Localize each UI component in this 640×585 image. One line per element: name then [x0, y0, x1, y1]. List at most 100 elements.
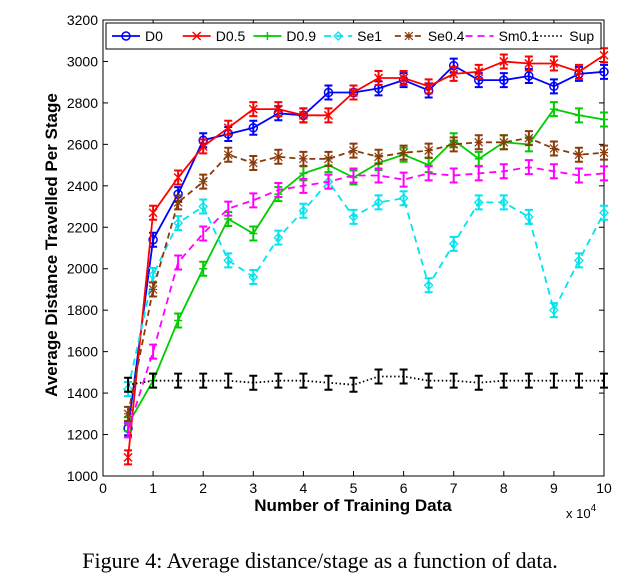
data-point: [298, 154, 308, 164]
error-bar: [549, 163, 558, 180]
x-tick-label: 5: [350, 480, 358, 496]
error-bar: [224, 200, 233, 217]
error-bar: [399, 368, 408, 385]
legend-marker: [121, 31, 131, 41]
data-point: [249, 229, 258, 238]
plot-area: 0 1 2 3 4 5 6 7 8 9 10 1000 1200 1400 1600 1800 2000 2200…: [67, 12, 612, 496]
y-tick-label: 3200: [67, 12, 98, 28]
data-point: [449, 139, 459, 149]
data-point: [548, 305, 559, 316]
data-point: [549, 81, 559, 92]
error-bar: [274, 181, 283, 198]
data-point: [499, 56, 509, 66]
y-tick-label: 1000: [67, 468, 98, 484]
error-bar: [174, 254, 183, 271]
data-point: [448, 238, 459, 249]
legend-label: Se1: [357, 28, 382, 44]
error-bar: [524, 372, 533, 389]
data-point: [223, 255, 234, 266]
error-bar: [449, 372, 458, 389]
data-point: [248, 123, 259, 133]
error-bar: [249, 192, 258, 209]
data-point: [574, 255, 584, 266]
series-line-Se1: [127, 180, 605, 390]
x-tick-label: 10: [596, 480, 612, 496]
data-point: [198, 201, 209, 212]
data-point: [374, 152, 383, 162]
error-bar: [349, 167, 358, 184]
error-bar: [299, 372, 308, 389]
error-bar: [274, 372, 283, 389]
data-point: [599, 207, 609, 218]
data-point: [298, 205, 309, 216]
data-point: [173, 197, 183, 207]
error-bar: [224, 372, 233, 389]
data-point: [148, 270, 159, 280]
data-point: [499, 75, 509, 85]
data-point: [373, 197, 384, 208]
legend-marker: [192, 31, 202, 41]
legend-label: D0.9: [286, 28, 316, 44]
y-axis-label: Average Distance Travelled Per Stage: [42, 93, 61, 397]
series-line-Sm0.1: [127, 166, 605, 431]
error-bar: [399, 171, 408, 188]
error-bar: [249, 374, 258, 391]
data-point: [549, 105, 558, 114]
legend-marker: [333, 31, 344, 41]
x-axis-label: Number of Training Data: [254, 496, 452, 515]
data-point: [174, 316, 183, 325]
x-tick-label: 4: [300, 480, 308, 496]
data-point: [374, 73, 384, 83]
data-point: [199, 264, 208, 273]
error-bar: [124, 422, 133, 439]
y-tick-label: 1600: [67, 344, 98, 360]
y-tick-label: 2200: [67, 219, 98, 235]
error-bar: [199, 372, 208, 389]
data-point: [223, 123, 233, 133]
legend-label: D0.5: [216, 28, 246, 44]
data-point: [273, 152, 283, 162]
x-tick-label: 2: [199, 480, 207, 496]
series-line-D0.5: [127, 54, 605, 458]
data-point: [424, 81, 434, 91]
data-point: [248, 272, 259, 282]
data-point: [399, 148, 409, 158]
error-bar: [499, 372, 508, 389]
y-tick-label: 1400: [67, 385, 98, 401]
data-point: [549, 144, 559, 153]
data-point: [424, 146, 434, 156]
error-bar: [149, 343, 158, 360]
data-point: [423, 280, 434, 291]
y-tick-label: 2000: [67, 261, 98, 277]
data-point: [349, 146, 358, 156]
x-tick-label: 3: [249, 480, 257, 496]
x-tick-label: 1: [149, 480, 157, 496]
error-bar: [374, 368, 383, 385]
data-point: [248, 104, 258, 114]
data-point: [148, 285, 158, 294]
data-point: [574, 67, 584, 77]
y-tick-label: 3000: [67, 53, 98, 69]
y-tick-label: 1800: [67, 302, 98, 318]
error-bar: [299, 177, 308, 194]
data-point: [474, 137, 484, 147]
y-tick-label: 2800: [67, 95, 98, 111]
data-point: [273, 104, 283, 114]
error-bar: [324, 173, 333, 190]
x-tick-label: 6: [400, 480, 408, 496]
data-point: [198, 177, 208, 187]
x-tick-label: 7: [450, 480, 458, 496]
data-point: [549, 58, 559, 69]
data-point: [600, 115, 608, 124]
data-point: [273, 232, 284, 243]
data-point: [123, 384, 133, 394]
error-bar: [574, 167, 583, 184]
data-point: [599, 50, 609, 60]
line-chart: Average Distance Travelled Per Stage Num…: [42, 12, 612, 521]
legend-label: Sup: [569, 28, 594, 44]
error-bar: [524, 159, 533, 176]
series-line-Sup: [127, 375, 604, 386]
data-point: [173, 172, 183, 183]
error-bar: [549, 78, 558, 95]
error-bar: [424, 165, 433, 182]
